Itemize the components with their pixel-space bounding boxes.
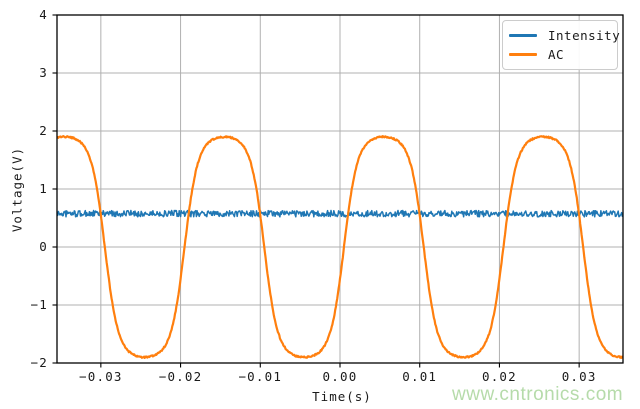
tick-marks <box>52 14 580 368</box>
y-tick-label: 4 <box>39 7 48 22</box>
legend-item-intensity: Intensity <box>509 26 620 45</box>
intensity-line-swatch <box>509 34 537 37</box>
x-tick-label: −0.01 <box>238 369 283 384</box>
x-tick-label: −0.03 <box>79 369 123 384</box>
y-tick-label: 0 <box>39 239 48 254</box>
x-tick-label: 0.03 <box>561 369 597 384</box>
series-line-intensity <box>57 209 623 218</box>
y-tick-label: 1 <box>39 181 48 196</box>
legend-label-ac: AC <box>548 47 565 62</box>
legend-label-intensity: Intensity <box>548 28 621 43</box>
x-tick-label: −0.02 <box>158 369 203 384</box>
watermark: www.cntronics.com <box>452 384 624 405</box>
legend-item-ac: AC <box>509 45 611 64</box>
y-tick-label: −1 <box>30 297 48 312</box>
x-axis-label: Time(s) <box>312 389 372 404</box>
y-tick-label: 3 <box>39 65 48 80</box>
legend: Intensity AC <box>502 20 620 70</box>
x-tick-label: 0.01 <box>402 369 438 384</box>
y-tick-label: 2 <box>39 123 48 138</box>
series-line-ac <box>57 135 623 359</box>
x-tick-label: 0.00 <box>322 369 358 384</box>
y-tick-label: −2 <box>30 355 48 370</box>
x-tick-label: 0.02 <box>481 369 517 384</box>
ac-line-swatch <box>509 53 537 56</box>
